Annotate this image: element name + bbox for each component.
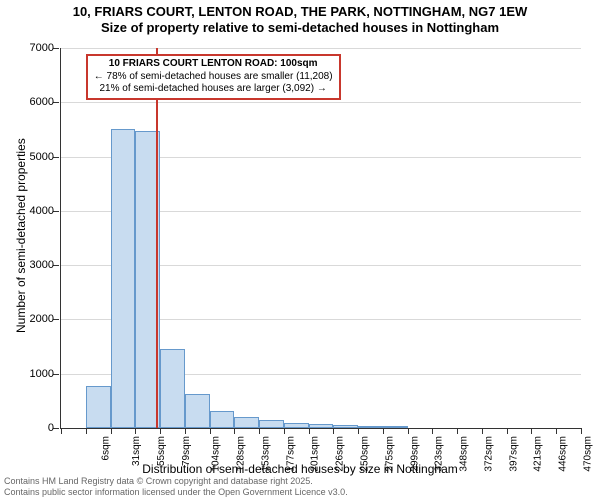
x-axis-label: Distribution of semi-detached houses by …: [0, 462, 600, 476]
y-tick: [53, 48, 59, 49]
y-tick-label: 6000: [30, 96, 54, 108]
y-tick-label: 1000: [30, 368, 54, 380]
x-tick-label: 6sqm: [101, 436, 112, 460]
property-marker-line: [156, 48, 158, 428]
y-tick: [53, 211, 59, 212]
annotation-line3: 21% of semi-detached houses are larger (…: [99, 83, 326, 94]
y-tick: [53, 157, 59, 158]
x-ticks: [61, 48, 581, 428]
y-tick: [53, 319, 59, 320]
y-tick-label: 7000: [30, 42, 54, 54]
annotation-line1: 10 FRIARS COURT LENTON ROAD: 100sqm: [109, 58, 318, 69]
footer-line1: Contains HM Land Registry data © Crown c…: [4, 476, 348, 487]
y-tick-label: 3000: [30, 259, 54, 271]
y-axis-label: Number of semi-detached properties: [14, 138, 28, 333]
plot-area: 10 FRIARS COURT LENTON ROAD: 100sqm ← 78…: [60, 48, 581, 429]
y-tick-label: 5000: [30, 151, 54, 163]
annotation-line2: ← 78% of semi-detached houses are smalle…: [94, 71, 333, 82]
annotation-box: 10 FRIARS COURT LENTON ROAD: 100sqm ← 78…: [86, 54, 341, 100]
y-tick-label: 4000: [30, 205, 54, 217]
footer-line2: Contains public sector information licen…: [4, 487, 348, 498]
footer: Contains HM Land Registry data © Crown c…: [4, 476, 348, 498]
chart-title: 10, FRIARS COURT, LENTON ROAD, THE PARK,…: [0, 4, 600, 37]
title-line1: 10, FRIARS COURT, LENTON ROAD, THE PARK,…: [0, 4, 600, 20]
chart-container: 10, FRIARS COURT, LENTON ROAD, THE PARK,…: [0, 0, 600, 500]
title-line2: Size of property relative to semi-detach…: [0, 20, 600, 36]
y-tick: [53, 428, 59, 429]
y-tick: [53, 102, 59, 103]
y-tick-label: 2000: [30, 313, 54, 325]
y-tick: [53, 374, 59, 375]
x-tick: [581, 428, 582, 434]
y-tick: [53, 265, 59, 266]
y-tick-labels: 01000200030004000500060007000: [0, 48, 60, 428]
